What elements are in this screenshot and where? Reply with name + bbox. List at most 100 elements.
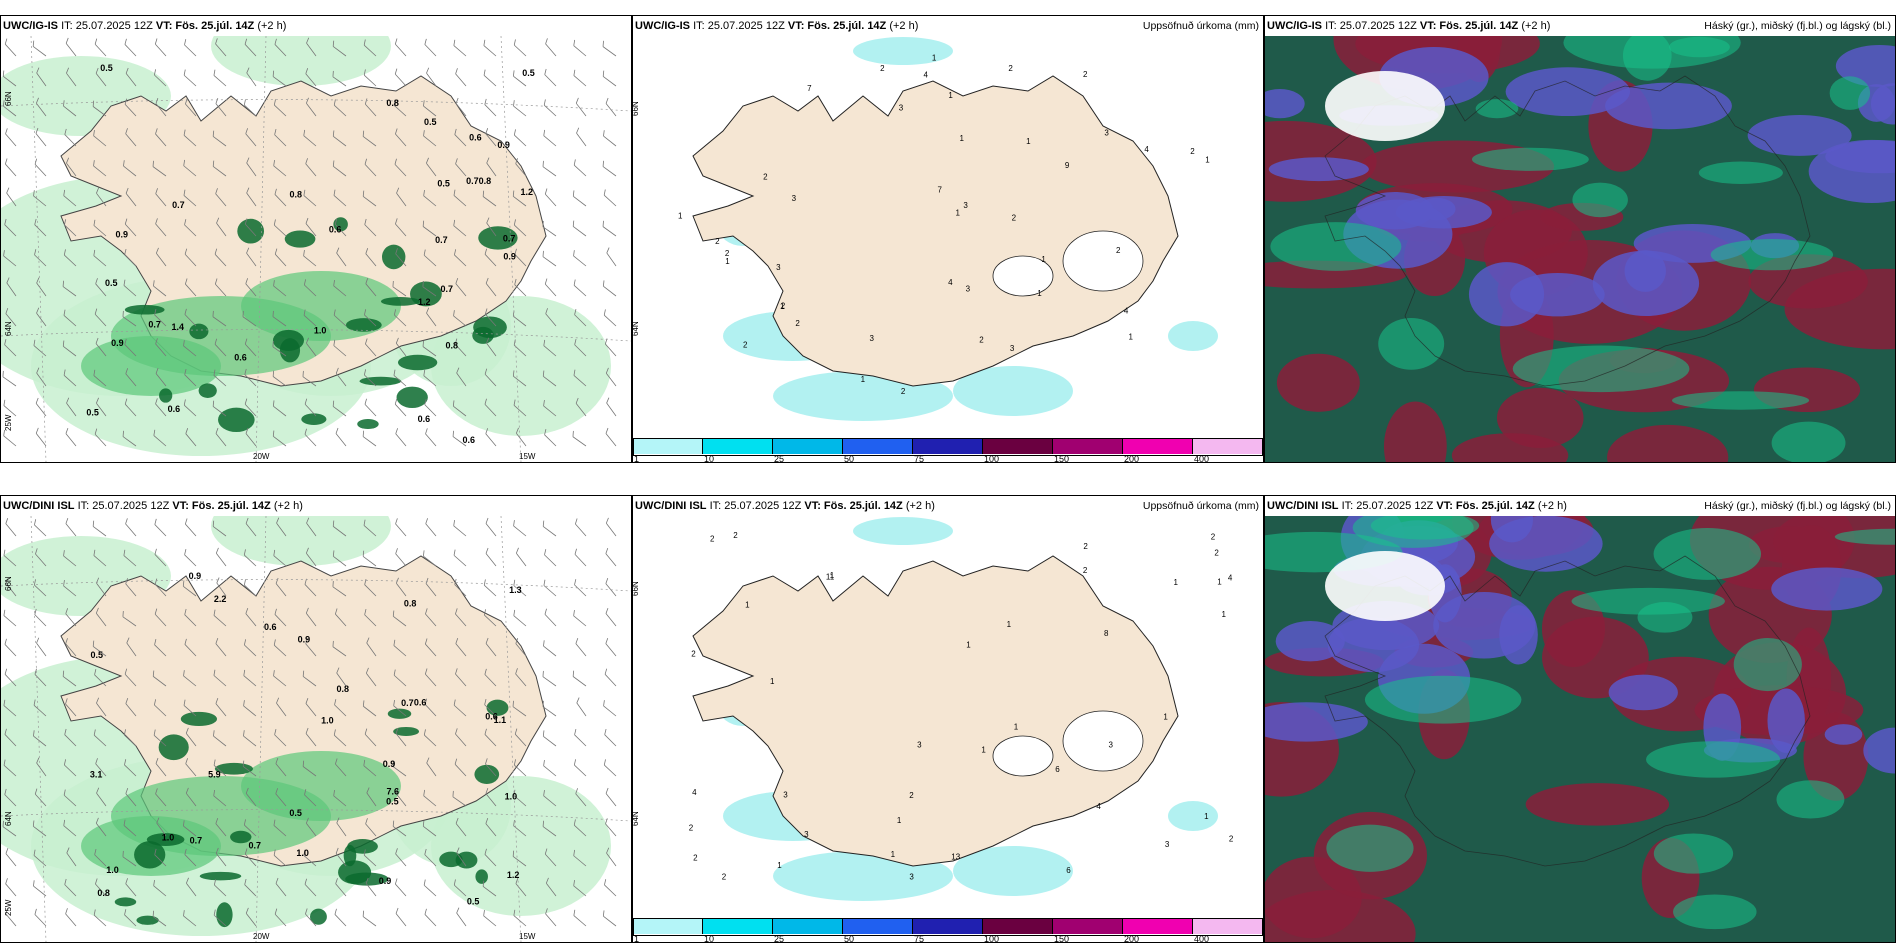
colorbar-tick-label: 400 xyxy=(1194,934,1210,943)
wind-barb xyxy=(2,370,17,387)
high-cloud-band xyxy=(1572,182,1628,218)
accum-value-label: 2 xyxy=(781,301,786,310)
wind-barb xyxy=(94,308,107,327)
valid-time: VT: Fös. 25.júl. 14Z xyxy=(1436,500,1535,512)
lon-label-15w: 15W xyxy=(519,932,536,941)
panel-header: UWC/DINI ISL IT: 25.07.2025 12Z VT: Fös.… xyxy=(1265,496,1895,516)
wind-barb xyxy=(245,517,257,537)
accum-value-label: 1 xyxy=(780,302,785,311)
wind-barb xyxy=(455,668,467,687)
accum-area xyxy=(1168,321,1218,351)
wind-barb xyxy=(485,128,497,147)
wind-barb xyxy=(422,820,437,837)
lat-label-top: 66N xyxy=(4,91,13,106)
accum-value-label: 1 xyxy=(1014,722,1019,731)
wind-barb xyxy=(94,669,107,687)
wind-barb xyxy=(123,160,137,177)
wind-barb xyxy=(303,129,317,147)
wind-barb xyxy=(543,790,557,807)
wind-barb xyxy=(512,850,527,867)
wind-barb xyxy=(336,247,347,267)
wind-barb xyxy=(33,730,47,747)
wind-barb xyxy=(93,549,107,567)
wind-barb xyxy=(3,699,17,717)
lead-time: (+2 h) xyxy=(257,20,287,32)
precip-value-label: 0.8 xyxy=(97,888,110,898)
wind-barb xyxy=(63,759,77,777)
wind-barb xyxy=(394,398,407,417)
wind-barb xyxy=(93,369,107,387)
wind-barb xyxy=(153,429,167,447)
accum-value-label: 2 xyxy=(722,873,727,882)
wind-barb xyxy=(36,67,47,87)
init-time: IT: 25.07.2025 12Z xyxy=(61,20,153,32)
colorbar: 1 10 25 50 75 100 150 200 400 xyxy=(633,436,1263,462)
accum-value-label: 1 xyxy=(1205,156,1210,165)
low-cloud-patch xyxy=(1825,140,1895,174)
wind-barb xyxy=(392,820,407,837)
wind-barb xyxy=(243,579,257,597)
wind-barb xyxy=(6,277,17,297)
colorbar-frame xyxy=(633,918,1263,936)
wind-barb xyxy=(453,189,467,207)
wind-barb xyxy=(545,38,557,57)
wind-barb xyxy=(603,759,617,777)
wind-barb xyxy=(34,608,47,627)
wind-barb xyxy=(455,817,467,837)
wind-barb xyxy=(394,38,407,57)
wind-barb xyxy=(395,337,407,357)
lat-gridline xyxy=(1,579,631,592)
colorbar-swatch xyxy=(773,918,843,934)
wind-barb xyxy=(455,728,467,747)
wind-barb xyxy=(604,668,617,687)
wind-barb xyxy=(362,190,377,207)
precip-value-label: 0.7 xyxy=(190,836,203,846)
wind-barb xyxy=(484,308,497,327)
wind-barb xyxy=(332,400,347,417)
wind-barb xyxy=(155,338,167,357)
wind-barb xyxy=(33,339,47,357)
wind-barb xyxy=(542,520,557,537)
wind-barb xyxy=(183,340,197,357)
wind-barb xyxy=(152,910,167,927)
wind-barb xyxy=(513,339,527,357)
field-title: Háský (gr.), miðský (fj.bl.) og lágský (… xyxy=(1704,20,1891,32)
high-cloud-band xyxy=(1653,833,1734,874)
wind-barb xyxy=(124,98,137,117)
wind-barb xyxy=(605,548,617,567)
wind-barb xyxy=(212,520,227,537)
wind-barb xyxy=(362,430,377,447)
wind-barb xyxy=(395,577,407,597)
wind-barb xyxy=(6,187,17,207)
low-cloud-patch xyxy=(1265,89,1305,119)
wind-barb xyxy=(36,637,47,657)
wind-barb xyxy=(153,69,167,87)
wind-barb xyxy=(185,98,197,117)
wind-barb xyxy=(245,278,257,297)
wind-barb xyxy=(244,218,257,237)
wind-barb xyxy=(395,848,407,867)
precip-value-label: 0.5 xyxy=(437,179,450,189)
panel-clouds-dini: UWC/DINI ISL IT: 25.07.2025 12Z VT: Fös.… xyxy=(1264,495,1896,943)
glacier xyxy=(992,255,1054,297)
wind-barb xyxy=(452,430,467,447)
lat-label-bottom: 64N xyxy=(632,811,640,826)
wind-barb xyxy=(34,218,47,237)
precip-value-label: 3.1 xyxy=(90,770,103,780)
wind-barb xyxy=(365,278,377,297)
colorbar-swatch xyxy=(1123,918,1193,934)
wind-barb xyxy=(423,879,437,897)
accum-value-label: 3 xyxy=(1010,344,1015,353)
lat-label-bottom: 64N xyxy=(4,321,13,336)
precip-value-label: 0.9 xyxy=(298,634,311,644)
wind-barb xyxy=(304,789,317,807)
precip-value-label: 0.9 xyxy=(379,876,392,886)
iceland-landmass xyxy=(692,555,1179,867)
wind-barb xyxy=(425,428,437,447)
wind-barb xyxy=(212,400,227,417)
wind-barb xyxy=(66,157,77,177)
accum-value-label: 2 xyxy=(1229,835,1234,844)
cloud-cover-map xyxy=(1265,36,1895,462)
wind-barb xyxy=(513,579,527,597)
accum-value-label: 4 xyxy=(1144,145,1149,154)
